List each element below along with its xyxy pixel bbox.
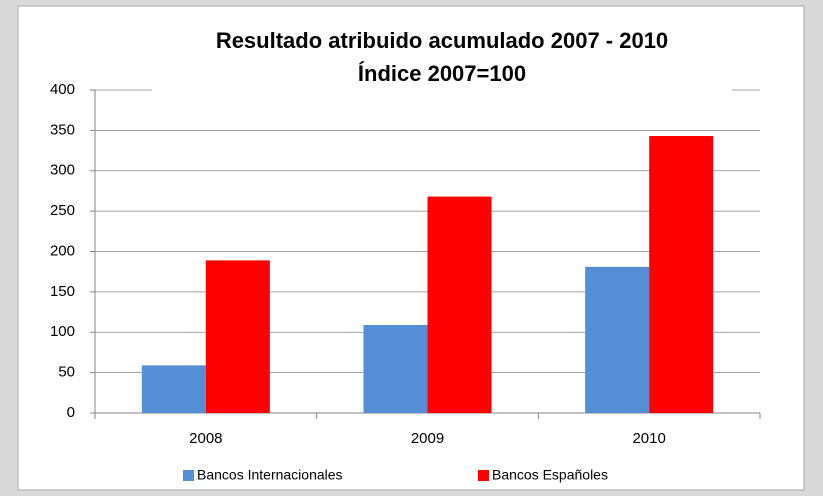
bar [141, 365, 206, 413]
y-tick-label: 200 [50, 242, 75, 259]
title-background [152, 18, 732, 108]
chart-subtitle: Índice 2007=100 [358, 61, 526, 86]
y-tick-label: 50 [58, 364, 75, 381]
y-tick-label: 250 [50, 202, 75, 219]
legend-swatch [183, 470, 194, 481]
y-tick-label: 150 [50, 283, 75, 300]
chart-title: Resultado atribuido acumulado 2007 - 201… [216, 28, 668, 53]
x-tick-label: 2009 [411, 430, 444, 447]
y-tick-label: 400 [50, 81, 75, 98]
y-tick-label: 300 [50, 162, 75, 179]
legend-swatch [478, 470, 489, 481]
bar [649, 136, 714, 413]
bar [205, 260, 270, 413]
bar [585, 266, 650, 413]
y-tick-label: 0 [67, 404, 75, 421]
y-tick-label: 100 [50, 323, 75, 340]
x-tick-label: 2008 [189, 430, 222, 447]
legend-text: Bancos Internacionales [197, 467, 343, 483]
legend-text: Bancos Españoles [492, 467, 608, 483]
bar [363, 324, 428, 413]
bar [427, 196, 492, 413]
y-tick-label: 350 [50, 121, 75, 138]
x-tick-label: 2010 [632, 430, 665, 447]
